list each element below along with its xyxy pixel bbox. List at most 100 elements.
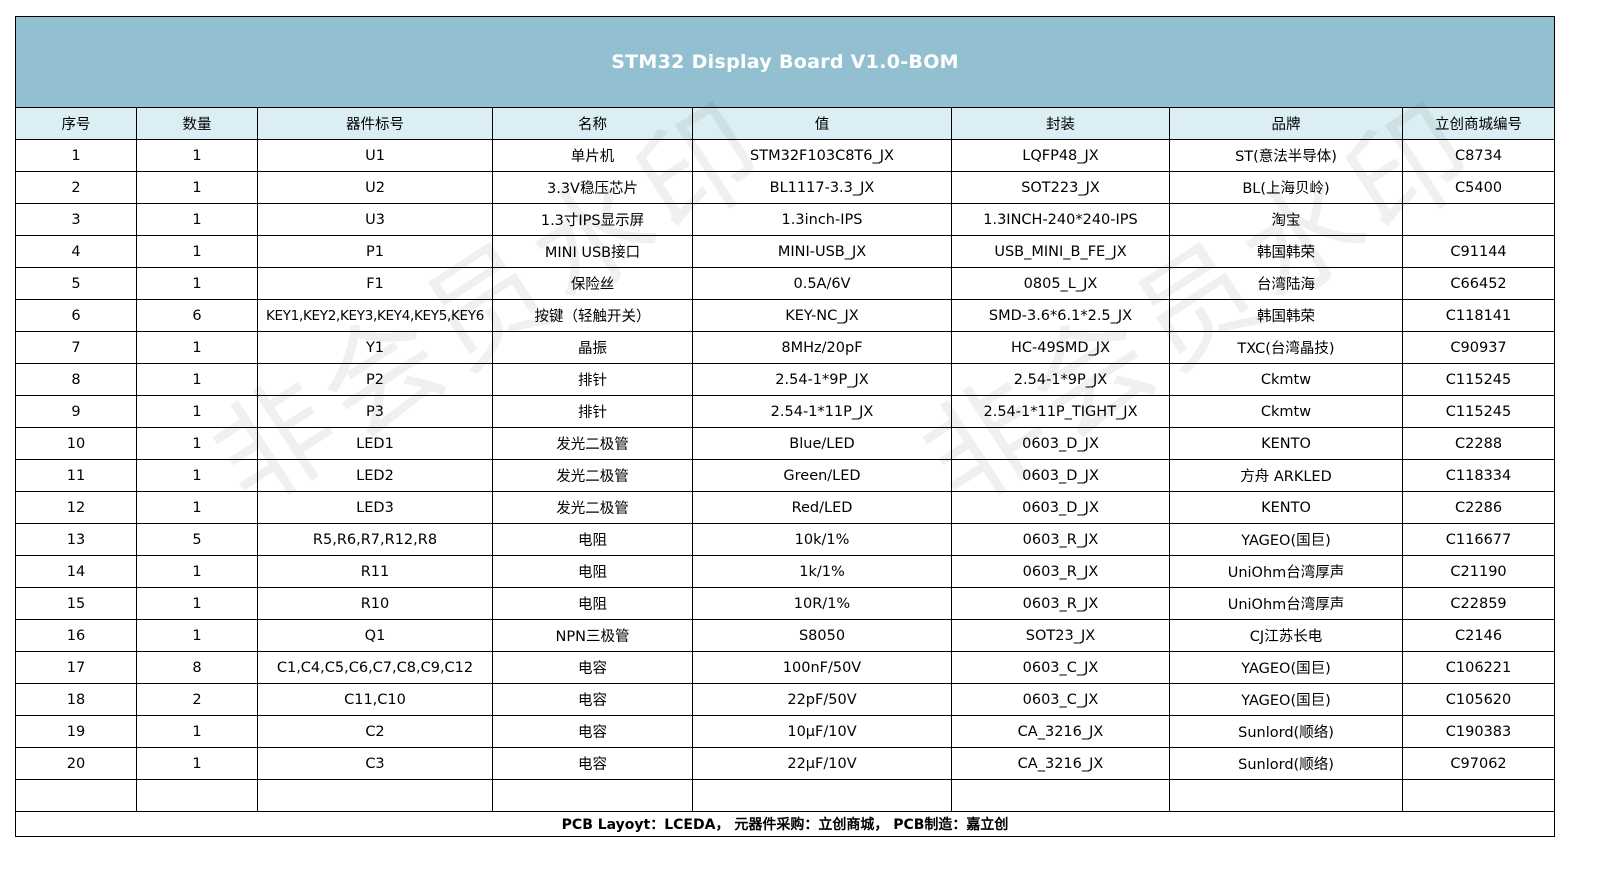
cell-footprint[interactable]: 0603_D_JX: [951, 459, 1170, 492]
cell-name[interactable]: 1.3寸IPS显示屏: [492, 203, 693, 236]
cell-designator[interactable]: C1,C4,C5,C6,C7,C8,C9,C12: [257, 651, 493, 684]
cell-brand[interactable]: 淘宝: [1169, 203, 1403, 236]
cell-designator[interactable]: R5,R6,R7,R12,R8: [257, 523, 493, 556]
cell-index[interactable]: 6: [15, 299, 137, 332]
cell-brand[interactable]: [1169, 779, 1403, 812]
cell-value[interactable]: 22μF/10V: [692, 747, 952, 780]
cell-footprint[interactable]: 1.3INCH-240*240-IPS: [951, 203, 1170, 236]
header-value[interactable]: 值: [692, 107, 952, 140]
cell-designator[interactable]: R11: [257, 555, 493, 588]
cell-quantity[interactable]: 1: [136, 331, 258, 364]
cell-footprint[interactable]: 0603_R_JX: [951, 523, 1170, 556]
cell-designator[interactable]: U3: [257, 203, 493, 236]
cell-name[interactable]: 电容: [492, 683, 693, 716]
cell-index[interactable]: 14: [15, 555, 137, 588]
cell-lcsc-part[interactable]: C115245: [1401, 363, 1556, 396]
cell-designator[interactable]: U1: [257, 139, 493, 172]
cell-name[interactable]: 发光二极管: [492, 427, 693, 460]
cell-designator[interactable]: F1: [257, 267, 493, 300]
cell-designator[interactable]: Q1: [257, 619, 493, 652]
cell-value[interactable]: STM32F103C8T6_JX: [692, 139, 952, 172]
cell-footprint[interactable]: 0603_D_JX: [951, 491, 1170, 524]
cell-quantity[interactable]: 2: [136, 683, 258, 716]
cell-value[interactable]: 1.3inch-IPS: [692, 203, 952, 236]
cell-value[interactable]: 100nF/50V: [692, 651, 952, 684]
cell-designator[interactable]: C3: [257, 747, 493, 780]
cell-footprint[interactable]: [951, 779, 1170, 812]
cell-brand[interactable]: 韩国韩荣: [1169, 235, 1403, 268]
cell-lcsc-part[interactable]: C66452: [1401, 267, 1556, 300]
cell-brand[interactable]: Sunlord(顺络): [1169, 715, 1403, 748]
cell-name[interactable]: 电阻: [492, 555, 693, 588]
cell-quantity[interactable]: 1: [136, 459, 258, 492]
cell-designator[interactable]: C11,C10: [257, 683, 493, 716]
cell-value[interactable]: 10R/1%: [692, 587, 952, 620]
cell-value[interactable]: 2.54-1*11P_JX: [692, 395, 952, 428]
cell-lcsc-part[interactable]: C21190: [1401, 555, 1556, 588]
cell-value[interactable]: 10μF/10V: [692, 715, 952, 748]
cell-brand[interactable]: Ckmtw: [1169, 363, 1403, 396]
cell-index[interactable]: 2: [15, 171, 137, 204]
cell-lcsc-part[interactable]: C105620: [1401, 683, 1556, 716]
cell-index[interactable]: 9: [15, 395, 137, 428]
cell-lcsc-part[interactable]: C90937: [1401, 331, 1556, 364]
cell-brand[interactable]: YAGEO(国巨): [1169, 651, 1403, 684]
cell-name[interactable]: 排针: [492, 395, 693, 428]
cell-name[interactable]: 电容: [492, 651, 693, 684]
cell-footprint[interactable]: SMD-3.6*6.1*2.5_JX: [951, 299, 1170, 332]
cell-index[interactable]: 11: [15, 459, 137, 492]
cell-footprint[interactable]: SOT23_JX: [951, 619, 1170, 652]
cell-index[interactable]: 12: [15, 491, 137, 524]
cell-value[interactable]: 2.54-1*9P_JX: [692, 363, 952, 396]
cell-lcsc-part[interactable]: C2288: [1401, 427, 1556, 460]
cell-value[interactable]: BL1117-3.3_JX: [692, 171, 952, 204]
cell-lcsc-part[interactable]: C115245: [1401, 395, 1556, 428]
cell-quantity[interactable]: 6: [136, 299, 258, 332]
cell-brand[interactable]: 台湾陆海: [1169, 267, 1403, 300]
cell-name[interactable]: 发光二极管: [492, 459, 693, 492]
cell-designator[interactable]: KEY1,KEY2,KEY3,KEY4,KEY5,KEY6: [257, 299, 493, 332]
cell-quantity[interactable]: 1: [136, 395, 258, 428]
cell-footprint[interactable]: 2.54-1*9P_JX: [951, 363, 1170, 396]
cell-name[interactable]: 排针: [492, 363, 693, 396]
footer-note[interactable]: PCB Layoyt：LCEDA， 元器件采购：立创商城， PCB制造：嘉立创: [14, 811, 1556, 837]
cell-lcsc-part[interactable]: C118334: [1401, 459, 1556, 492]
cell-designator[interactable]: R10: [257, 587, 493, 620]
cell-lcsc-part[interactable]: C106221: [1401, 651, 1556, 684]
cell-index[interactable]: 3: [15, 203, 137, 236]
cell-value[interactable]: Green/LED: [692, 459, 952, 492]
cell-brand[interactable]: YAGEO(国巨): [1169, 683, 1403, 716]
cell-lcsc-part[interactable]: C5400: [1401, 171, 1556, 204]
cell-brand[interactable]: UniOhm台湾厚声: [1169, 587, 1403, 620]
cell-name[interactable]: 电阻: [492, 523, 693, 556]
cell-name[interactable]: NPN三极管: [492, 619, 693, 652]
header-quantity[interactable]: 数量: [136, 107, 258, 140]
cell-lcsc-part[interactable]: C2146: [1401, 619, 1556, 652]
cell-name[interactable]: MINI USB接口: [492, 235, 693, 268]
cell-value[interactable]: 8MHz/20pF: [692, 331, 952, 364]
header-index[interactable]: 序号: [15, 107, 137, 140]
cell-designator[interactable]: LED3: [257, 491, 493, 524]
cell-footprint[interactable]: 0603_R_JX: [951, 555, 1170, 588]
cell-lcsc-part[interactable]: C190383: [1401, 715, 1556, 748]
cell-lcsc-part[interactable]: C116677: [1401, 523, 1556, 556]
cell-brand[interactable]: 方舟 ARKLED: [1169, 459, 1403, 492]
header-name[interactable]: 名称: [492, 107, 693, 140]
cell-quantity[interactable]: 1: [136, 747, 258, 780]
cell-quantity[interactable]: 8: [136, 651, 258, 684]
cell-designator[interactable]: [257, 779, 493, 812]
cell-value[interactable]: MINI-USB_JX: [692, 235, 952, 268]
cell-footprint[interactable]: 0603_D_JX: [951, 427, 1170, 460]
cell-index[interactable]: 19: [15, 715, 137, 748]
cell-brand[interactable]: Sunlord(顺络): [1169, 747, 1403, 780]
cell-brand[interactable]: YAGEO(国巨): [1169, 523, 1403, 556]
cell-lcsc-part[interactable]: C2286: [1401, 491, 1556, 524]
cell-designator[interactable]: LED2: [257, 459, 493, 492]
cell-index[interactable]: 15: [15, 587, 137, 620]
cell-index[interactable]: 7: [15, 331, 137, 364]
cell-name[interactable]: 电阻: [492, 587, 693, 620]
cell-name[interactable]: 电容: [492, 715, 693, 748]
cell-value[interactable]: S8050: [692, 619, 952, 652]
cell-value[interactable]: Blue/LED: [692, 427, 952, 460]
cell-quantity[interactable]: 1: [136, 427, 258, 460]
